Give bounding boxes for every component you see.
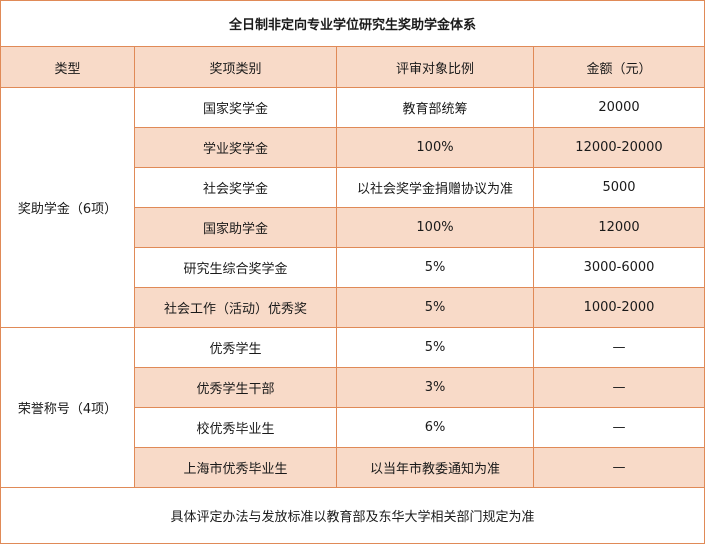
award-name-cell: 社会工作（活动）优秀奖	[134, 287, 337, 328]
award-name-cell: 国家助学金	[134, 207, 337, 248]
amount-cell: —	[532, 327, 705, 368]
amount-cell: 20000	[532, 87, 705, 128]
ratio-cell: 5%	[336, 287, 534, 328]
table-row: 社会奖学金 以社会奖学金捐赠协议为准 5000	[1, 167, 705, 208]
table-row: 学业奖学金 100% 12000-20000	[1, 127, 705, 168]
title-row: 全日制非定向专业学位研究生奖助学金体系	[0, 0, 705, 47]
table-row: 上海市优秀毕业生 以当年市教委通知为准 —	[1, 447, 705, 488]
amount-cell: 3000-6000	[532, 247, 705, 288]
ratio-cell: 6%	[336, 407, 534, 448]
amount-cell: 5000	[532, 167, 705, 208]
table-row: 校优秀毕业生 6% —	[1, 407, 705, 448]
table-row: 社会工作（活动）优秀奖 5% 1000-2000	[1, 287, 705, 328]
ratio-cell: 100%	[336, 207, 534, 248]
table-row: 国家助学金 100% 12000	[1, 207, 705, 248]
award-name-cell: 优秀学生	[134, 327, 337, 368]
footer-row: 具体评定办法与发放标准以教育部及东华大学相关部门规定为准	[0, 487, 705, 544]
footer-note: 具体评定办法与发放标准以教育部及东华大学相关部门规定为准	[0, 487, 705, 544]
ratio-cell: 以社会奖学金捐赠协议为准	[336, 167, 534, 208]
table-row: 优秀学生干部 3% —	[1, 367, 705, 408]
amount-cell: 1000-2000	[532, 287, 705, 328]
award-name-cell: 上海市优秀毕业生	[134, 447, 337, 488]
header-row: 类型 奖项类别 评审对象比例 金额（元）	[0, 46, 705, 88]
header-amount: 金额（元）	[532, 46, 705, 88]
header-award-category: 奖项类别	[134, 46, 337, 88]
amount-cell: —	[532, 447, 705, 488]
award-name-cell: 研究生综合奖学金	[134, 247, 337, 288]
amount-cell: 12000-20000	[532, 127, 705, 168]
header-type: 类型	[0, 46, 135, 88]
award-name-cell: 优秀学生干部	[134, 367, 337, 408]
award-name-cell: 校优秀毕业生	[134, 407, 337, 448]
group-type-cell: 奖助学金（6项）	[0, 87, 135, 328]
ratio-cell: 100%	[336, 127, 534, 168]
amount-cell: —	[532, 367, 705, 408]
group-type-cell: 荣誉称号（4项）	[0, 327, 135, 488]
table-row: 奖助学金（6项） 国家奖学金 教育部统筹 20000	[0, 87, 705, 328]
amount-cell: —	[532, 407, 705, 448]
ratio-cell: 5%	[336, 247, 534, 288]
ratio-cell: 5%	[336, 327, 534, 368]
ratio-cell: 3%	[336, 367, 534, 408]
ratio-cell: 教育部统筹	[336, 87, 534, 128]
table-row: 荣誉称号（4项） 优秀学生 5% —	[0, 327, 705, 488]
table-row: 研究生综合奖学金 5% 3000-6000	[1, 247, 705, 288]
header-ratio: 评审对象比例	[336, 46, 534, 88]
amount-cell: 12000	[532, 207, 705, 248]
award-name-cell: 社会奖学金	[134, 167, 337, 208]
award-name-cell: 学业奖学金	[134, 127, 337, 168]
table-title: 全日制非定向专业学位研究生奖助学金体系	[0, 0, 705, 47]
ratio-cell: 以当年市教委通知为准	[336, 447, 534, 488]
award-name-cell: 国家奖学金	[134, 87, 337, 128]
